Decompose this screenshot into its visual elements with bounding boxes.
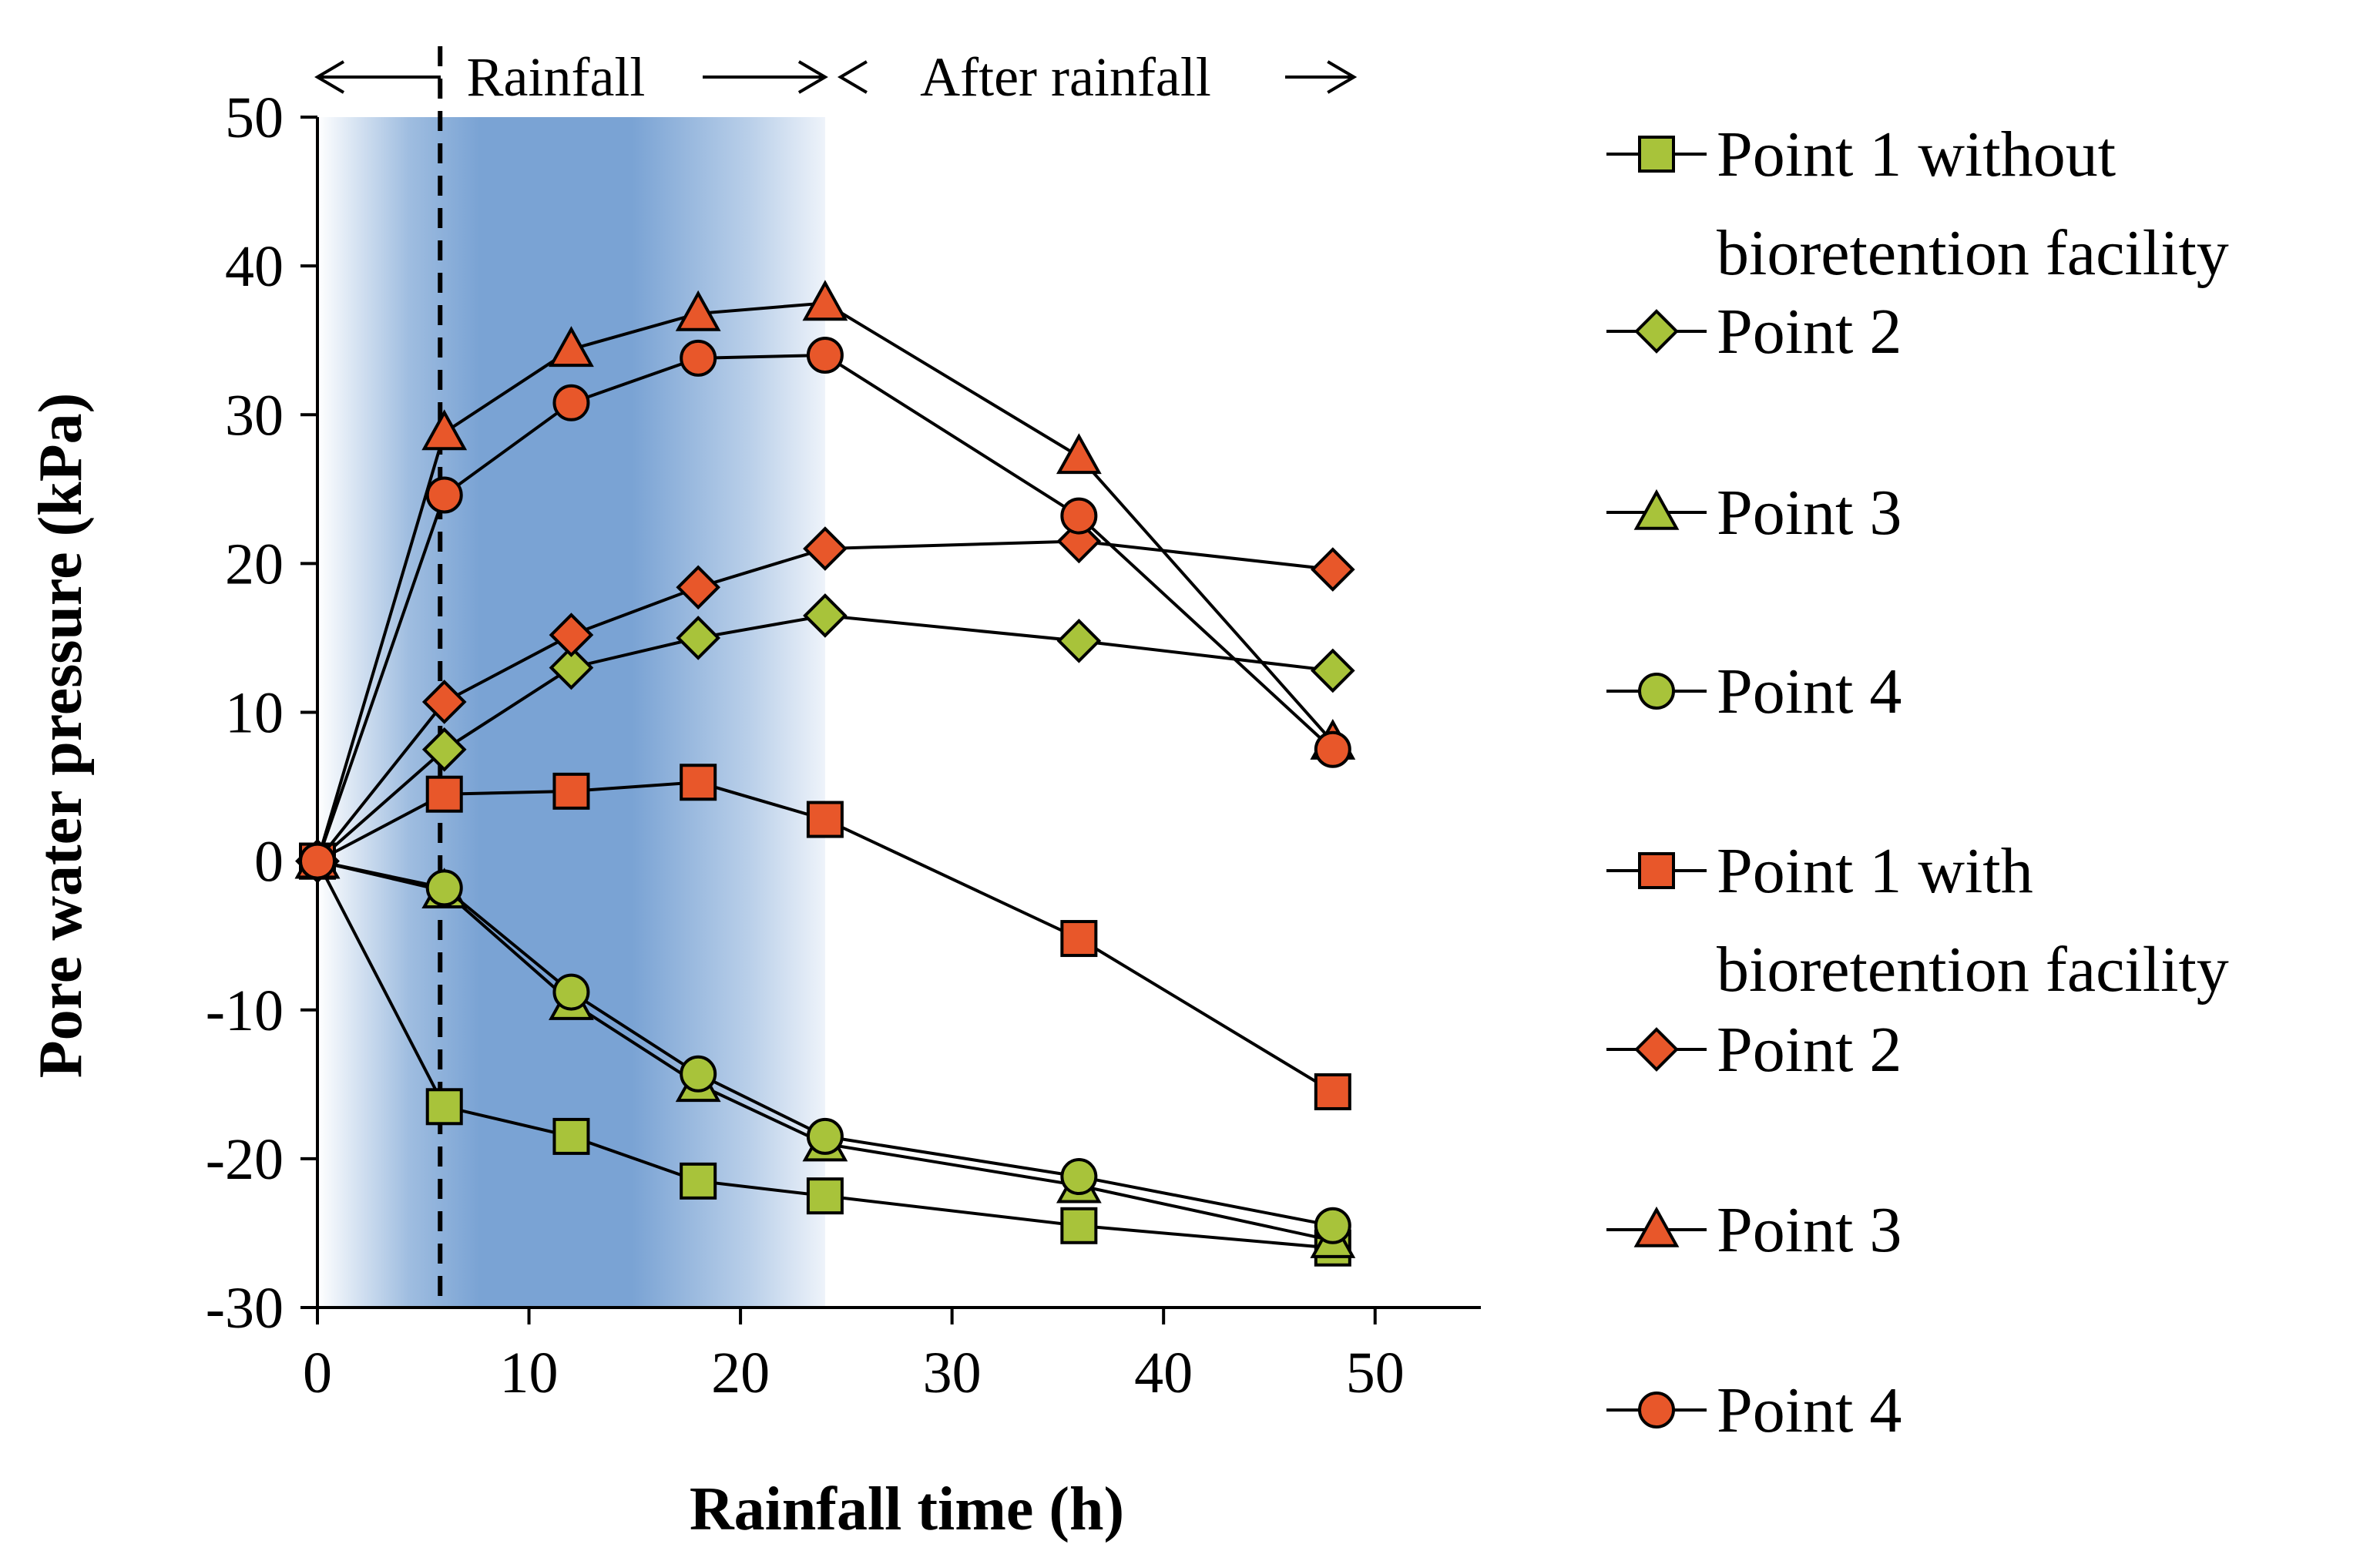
data-point <box>552 1117 590 1155</box>
data-point <box>803 526 848 571</box>
data-point <box>1314 1073 1351 1110</box>
x-axis-title: Rainfall time (h) <box>690 1475 1124 1543</box>
legend: Point 1 without bioretention facility Po… <box>1606 119 2229 1446</box>
y-tick-label: -10 <box>206 979 284 1043</box>
legend-label: Point 1 without <box>1717 119 2116 190</box>
x-tick-label: 30 <box>923 1341 982 1405</box>
legend-label: Point 1 with <box>1717 835 2033 907</box>
rainfall-shaded-region <box>317 117 825 1308</box>
series-8 <box>299 337 1351 880</box>
data-point <box>552 973 590 1011</box>
y-tick-label: 30 <box>225 383 284 448</box>
y-tick-label: 20 <box>225 532 284 596</box>
y-tick-label: 0 <box>254 830 284 895</box>
after-rainfall-arrow-right-head <box>1327 60 1358 94</box>
x-tick-label: 40 <box>1134 1341 1193 1405</box>
series-7 <box>294 280 1356 879</box>
x-axis-ticks: 0 10 20 30 40 50 <box>303 1341 1405 1405</box>
phase-annotations: Rainfall After rainfall <box>314 46 1358 108</box>
data-point <box>549 326 594 368</box>
data-point <box>1056 618 1102 663</box>
x-tick-label: 10 <box>500 1341 559 1405</box>
data-point <box>1314 730 1351 768</box>
y-tick-label: -20 <box>206 1127 284 1192</box>
rainfall-arrow-right-head <box>797 60 828 94</box>
legend-marker <box>1633 488 1680 530</box>
data-point <box>421 680 467 724</box>
data-point <box>680 339 717 377</box>
data-point <box>421 409 468 451</box>
x-tick-label: 0 <box>303 1341 332 1405</box>
data-point <box>425 476 463 514</box>
legend-label: bioretention facility <box>1717 217 2229 289</box>
legend-marker <box>1638 1392 1675 1428</box>
after-rainfall-arrow-left-head <box>837 60 868 94</box>
data-point <box>680 1162 717 1200</box>
legend-marker <box>1634 309 1679 354</box>
x-tick-label: 20 <box>711 1341 770 1405</box>
data-point <box>1060 920 1098 958</box>
y-tick-label: 40 <box>225 234 284 299</box>
legend-marker <box>1638 852 1675 889</box>
y-axis-ticks: 50 40 30 20 10 0 -10 -20 -30 <box>206 86 284 1341</box>
data-point <box>549 645 594 690</box>
data-point <box>425 775 463 813</box>
data-point <box>1310 547 1355 592</box>
legend-label: Point 2 <box>1717 1014 1902 1086</box>
rainfall-phase-label: Rainfall <box>466 46 645 108</box>
data-point <box>806 801 844 838</box>
data-point <box>299 842 336 880</box>
data-point <box>676 565 721 610</box>
legend-marker <box>1633 1206 1680 1247</box>
axes <box>300 116 1481 1324</box>
data-point <box>806 337 844 374</box>
legend-marker <box>1638 136 1675 173</box>
data-point <box>802 280 848 321</box>
after-rainfall-phase-label: After rainfall <box>920 46 1211 108</box>
y-tick-label: -30 <box>206 1276 284 1341</box>
data-point <box>425 869 463 907</box>
data-point <box>803 593 848 638</box>
legend-marker <box>1634 1027 1679 1072</box>
data-point <box>552 384 590 421</box>
legend-label: Point 2 <box>1717 296 1902 368</box>
legend-label: Point 4 <box>1717 656 1902 727</box>
data-point <box>1060 1207 1098 1244</box>
legend-label: Point 3 <box>1717 1194 1902 1266</box>
data-point <box>806 1117 844 1155</box>
data-point <box>680 764 717 801</box>
data-point <box>1056 433 1102 475</box>
data-point <box>552 772 590 810</box>
y-tick-label: 10 <box>225 681 284 746</box>
x-tick-label: 50 <box>1346 1341 1405 1405</box>
y-tick-label: 50 <box>225 86 284 150</box>
data-point <box>676 616 721 660</box>
legend-label: Point 4 <box>1717 1375 1902 1446</box>
data-point <box>549 613 594 657</box>
data-point <box>1310 648 1355 693</box>
legend-label: Point 3 <box>1717 477 1902 549</box>
data-point <box>675 290 721 331</box>
data-point <box>1060 1158 1098 1196</box>
data-point <box>1060 497 1098 535</box>
data-point <box>806 1177 844 1215</box>
data-series <box>294 280 1356 1267</box>
data-point <box>421 727 467 772</box>
legend-label: bioretention facility <box>1717 934 2229 1005</box>
data-point <box>425 1088 463 1126</box>
rainfall-arrow-left-head <box>314 60 345 94</box>
data-point <box>680 1055 717 1093</box>
y-axis-title: Pore water pressure (kPa) <box>27 393 95 1078</box>
legend-marker <box>1638 673 1675 710</box>
data-point <box>1314 1207 1351 1244</box>
